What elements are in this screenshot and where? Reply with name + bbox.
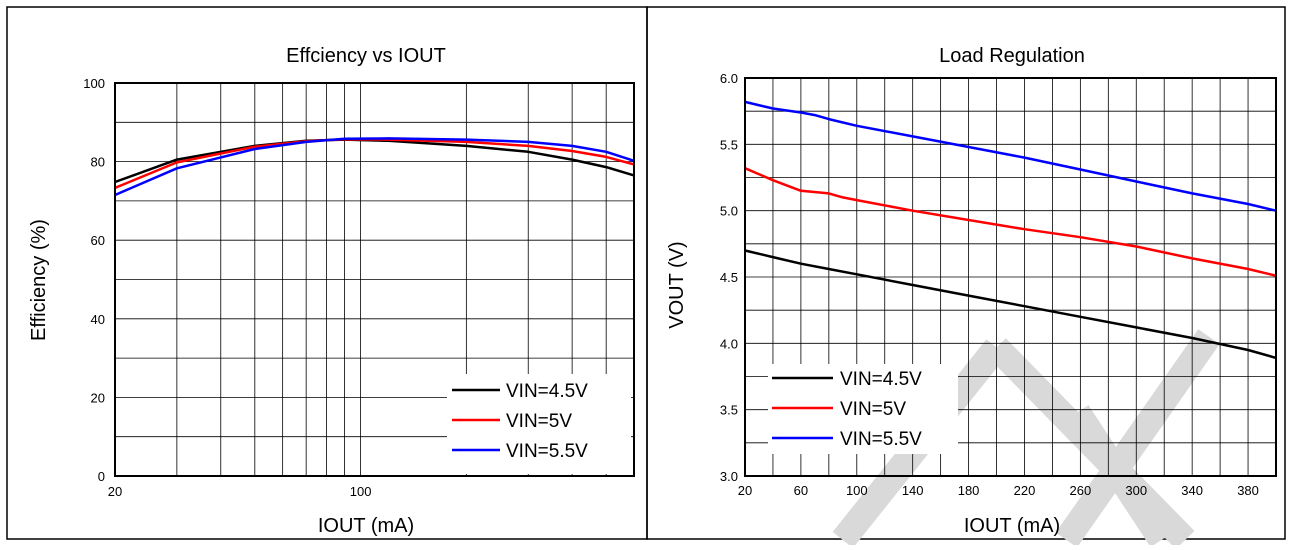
y-tick-label: 20 xyxy=(91,390,105,405)
x-tick-label: 300 xyxy=(1125,483,1147,498)
efficiency-chart-title: Effciency vs IOUT xyxy=(286,45,446,67)
legend-label: VIN=5.5V xyxy=(840,429,922,450)
load-regulation-x-ticks: 20 60 100 140 180 220 260 300 340 380 xyxy=(738,483,1259,498)
y-tick-label: 40 xyxy=(91,312,105,327)
legend-label: VIN=5.5V xyxy=(506,441,588,462)
x-tick-label: 340 xyxy=(1181,483,1203,498)
watermark-stroke xyxy=(1055,329,1220,548)
legend-label: VIN=5V xyxy=(506,411,572,432)
load-regulation-y-axis-label: VOUT (V) xyxy=(666,241,688,328)
efficiency-series xyxy=(114,137,635,197)
legend-label: VIN=4.5V xyxy=(506,381,588,402)
load-regulation-chart: Load Regulation 20 60 100 140 180 220 260 300 34… xyxy=(666,45,1277,537)
x-tick-label: 140 xyxy=(902,483,924,498)
load-regulation-plot-area xyxy=(744,77,1277,477)
y-tick-label: 60 xyxy=(91,233,105,248)
y-tick-label: 5.0 xyxy=(720,204,738,219)
x-tick-label: 100 xyxy=(846,483,868,498)
legend-label: VIN=4.5V xyxy=(840,369,922,390)
y-tick-label: 0 xyxy=(98,469,105,484)
efficiency-plot-area xyxy=(114,82,635,477)
series-line xyxy=(744,167,1277,277)
efficiency-legend: VIN=4.5V VIN=5V VIN=5.5V xyxy=(447,374,631,474)
y-tick-label: 3.0 xyxy=(720,469,738,484)
x-tick-label: 180 xyxy=(958,483,980,498)
y-tick-label: 100 xyxy=(83,76,105,91)
y-tick-label: 4.5 xyxy=(720,270,738,285)
load-regulation-grid xyxy=(745,78,1276,476)
y-tick-label: 3.5 xyxy=(720,403,738,418)
x-tick-label: 260 xyxy=(1070,483,1092,498)
load-regulation-legend: VIN=4.5V VIN=5V VIN=5.5V xyxy=(768,364,958,454)
series-line xyxy=(744,100,1277,212)
load-regulation-y-ticks: 3.0 3.5 4.0 4.5 5.0 5.5 6.0 xyxy=(720,71,738,484)
efficiency-y-ticks: 0 20 40 60 80 100 xyxy=(83,76,105,484)
y-tick-label: 6.0 xyxy=(720,71,738,86)
series-line xyxy=(114,138,635,184)
x-tick-label: 20 xyxy=(738,483,752,498)
x-tick-label: 20 xyxy=(108,484,122,499)
load-regulation-x-axis-label: IOUT (mA) xyxy=(964,515,1060,537)
x-tick-label: 380 xyxy=(1237,483,1259,498)
efficiency-x-axis-label: IOUT (mA) xyxy=(318,515,414,537)
y-tick-label: 80 xyxy=(91,155,105,170)
series-line xyxy=(114,137,635,197)
load-regulation-chart-title: Load Regulation xyxy=(939,45,1085,67)
efficiency-x-ticks: 20 100 xyxy=(108,484,372,499)
legend-label: VIN=5V xyxy=(840,399,906,420)
y-tick-label: 5.5 xyxy=(720,137,738,152)
right-panel-border xyxy=(646,6,1286,540)
series-line xyxy=(744,249,1277,360)
x-tick-label: 100 xyxy=(350,484,372,499)
y-tick-label: 4.0 xyxy=(720,336,738,351)
x-tick-label: 60 xyxy=(794,483,808,498)
efficiency-y-axis-label: Efficiency (%) xyxy=(28,219,50,341)
load-regulation-series xyxy=(744,100,1277,360)
x-tick-label: 220 xyxy=(1014,483,1036,498)
